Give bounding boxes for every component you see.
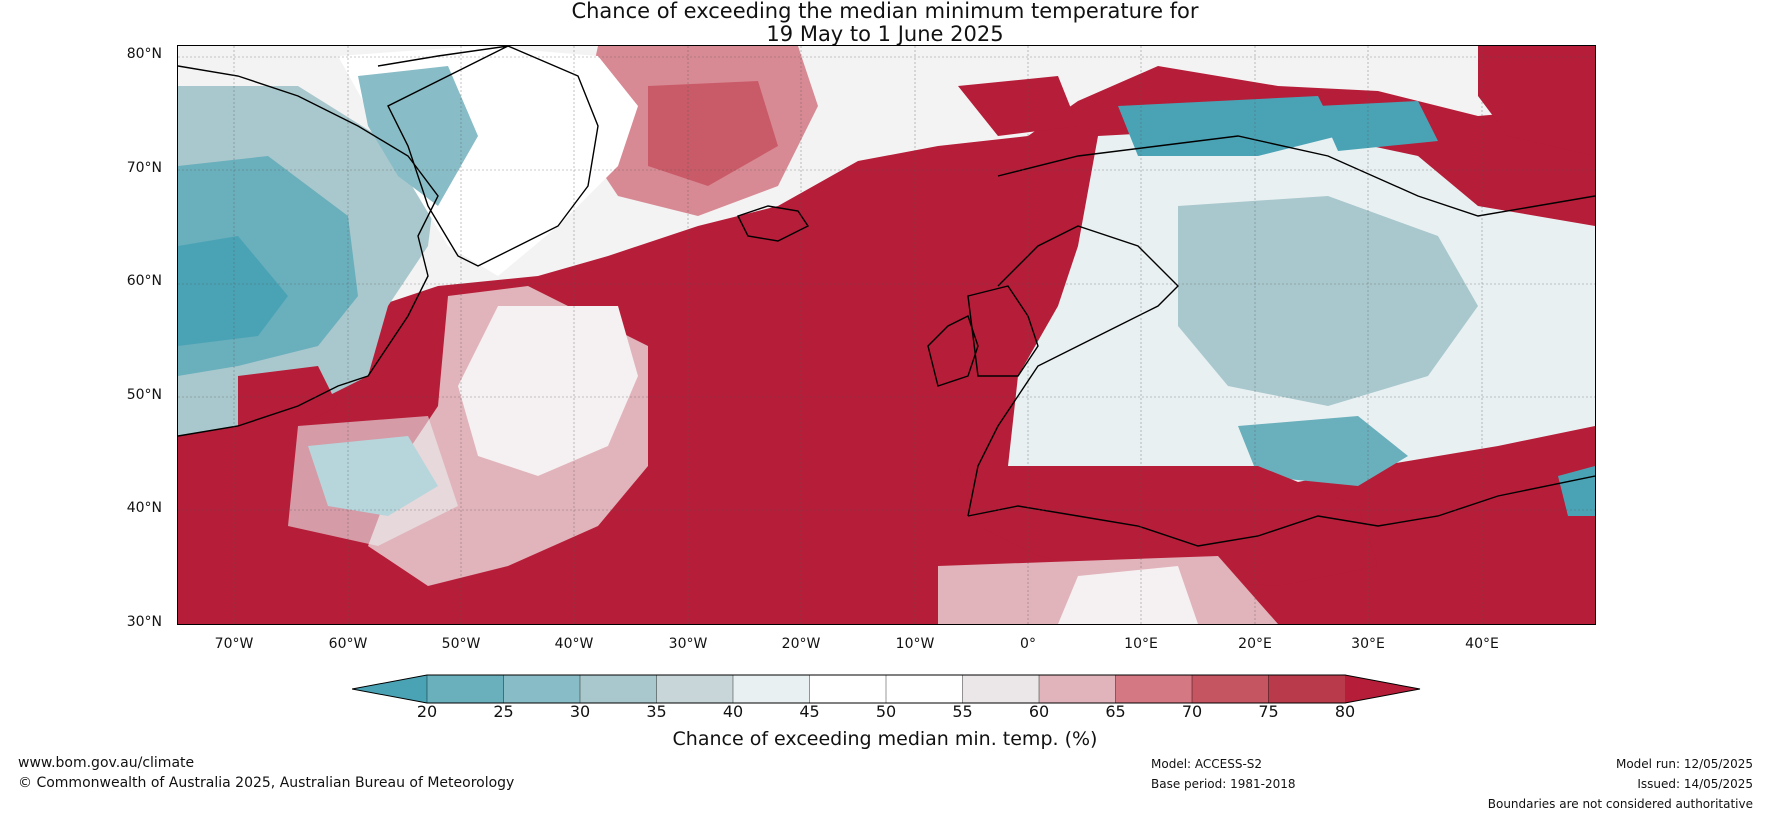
colorbar-tick-label: 40 — [722, 702, 744, 721]
colorbar-tick-label: 25 — [493, 702, 514, 721]
west-atlantic-neutral — [288, 416, 458, 546]
coastlines — [178, 46, 1595, 547]
colorbar-tick-label: 50 — [875, 702, 897, 721]
lon-label-40e: 40°E — [1465, 636, 1499, 652]
kara-cool-core — [1318, 101, 1438, 151]
colorbar-segment — [962, 674, 1040, 704]
lat-label-30n: 30°N — [126, 614, 162, 630]
colorbar-segment — [885, 674, 964, 704]
lat-label-40n: 40°N — [126, 500, 162, 516]
colorbar-tick-label: 80 — [1334, 702, 1356, 721]
britain-coast — [967, 285, 1039, 377]
russia-cool-zone — [1178, 196, 1478, 406]
colorbar-label: Chance of exceeding median min. temp. (%… — [672, 728, 1098, 750]
colorbar-segment — [1268, 674, 1346, 704]
model-text: Model: ACCESS-S2 — [1151, 757, 1263, 771]
colorbar-tick-label: 70 — [1181, 702, 1203, 721]
model-run-text: Model run: 12/05/2025 — [1615, 757, 1753, 771]
colorbar-tick-label: 20 — [416, 702, 438, 721]
colorbar-tick-label: 45 — [799, 702, 820, 721]
sahara-neutral-patch — [1058, 566, 1198, 624]
colorbar-tick-label: 65 — [1105, 702, 1126, 721]
lon-label-20w: 20°W — [781, 636, 821, 652]
black-sea-cool-patch — [1238, 416, 1408, 486]
copyright-text: © Commonwealth of Australia 2025, Austra… — [18, 775, 515, 791]
lon-label-40w: 40°W — [554, 636, 594, 652]
issued-text: Issued: 14/05/2025 — [1637, 777, 1753, 791]
title-line-1: Chance of exceeding the median minimum t… — [571, 0, 1199, 23]
colorbar — [352, 674, 1421, 704]
mediterranean-warm-zone — [958, 466, 1378, 586]
lon-label-30e: 30°E — [1351, 636, 1385, 652]
map-title: Chance of exceeding the median minimum t… — [0, 0, 1770, 46]
colorbar-outline — [352, 674, 1421, 704]
colorbar-segment — [656, 674, 734, 704]
gulf-warm-patch — [238, 366, 338, 426]
colorbar-tick-label: 35 — [646, 702, 667, 721]
graticule — [178, 46, 1595, 624]
europe-west-coast — [967, 225, 1179, 517]
colorbar-segment — [1115, 674, 1193, 704]
lon-label-60w: 60°W — [328, 636, 368, 652]
colorbar-segment — [1191, 674, 1270, 704]
lon-label-20e: 20°E — [1238, 636, 1272, 652]
lon-label-50w: 50°W — [441, 636, 481, 652]
title-line-2: 19 May to 1 June 2025 — [766, 22, 1004, 46]
lon-label-0: 0° — [1020, 636, 1036, 652]
lon-label-10e: 10°E — [1124, 636, 1158, 652]
colorbar-segment — [732, 674, 811, 704]
lat-label-60n: 60°N — [126, 273, 162, 289]
colorbar-tick-label: 75 — [1258, 702, 1279, 721]
colorbar-segment — [809, 674, 887, 704]
colorbar-arrow-low — [352, 675, 427, 703]
colorbar-tick-label: 30 — [569, 702, 591, 721]
disclaimer-text: Boundaries are not considered authoritat… — [1487, 797, 1753, 811]
lat-label-50n: 50°N — [126, 387, 162, 403]
colorbar-tick-label: 55 — [952, 702, 973, 721]
website-text: www.bom.gov.au/climate — [18, 755, 195, 771]
lat-label-80n: 80°N — [126, 46, 162, 62]
ireland-coast — [927, 315, 979, 387]
lon-label-30w: 30°W — [668, 636, 708, 652]
lon-label-70w: 70°W — [214, 636, 254, 652]
svalbard-warm-patch — [958, 76, 1078, 136]
colorbar-segment — [503, 674, 581, 704]
colorbar-segment — [579, 674, 658, 704]
colorbar-segment — [1038, 674, 1117, 704]
map-canvas — [178, 46, 1595, 624]
greenland-cool-patch — [358, 66, 478, 206]
northeast-warm-patch — [1478, 46, 1595, 156]
iceland-coast — [737, 205, 810, 242]
lat-label-70n: 70°N — [126, 160, 162, 176]
colorbar-segment — [426, 674, 505, 704]
greenland-coast — [377, 46, 599, 267]
colorbar-tick-label: 60 — [1028, 702, 1050, 721]
probability-map — [177, 45, 1596, 625]
mid-atlantic-neutral-zone — [458, 306, 638, 476]
scandinavia-north-coast — [997, 135, 1595, 217]
colorbar-segments — [352, 674, 1420, 704]
base-period-text: Base period: 1981-2018 — [1151, 777, 1296, 791]
north-america-coast — [178, 65, 439, 437]
lon-label-10w: 10°W — [895, 636, 935, 652]
greenland-sea-warm-core — [648, 81, 778, 186]
hudson-cool-core — [178, 236, 288, 346]
colorbar-arrow-high — [1345, 675, 1420, 703]
barents-cool-core — [1118, 96, 1338, 156]
mediterranean-coast — [967, 475, 1595, 547]
